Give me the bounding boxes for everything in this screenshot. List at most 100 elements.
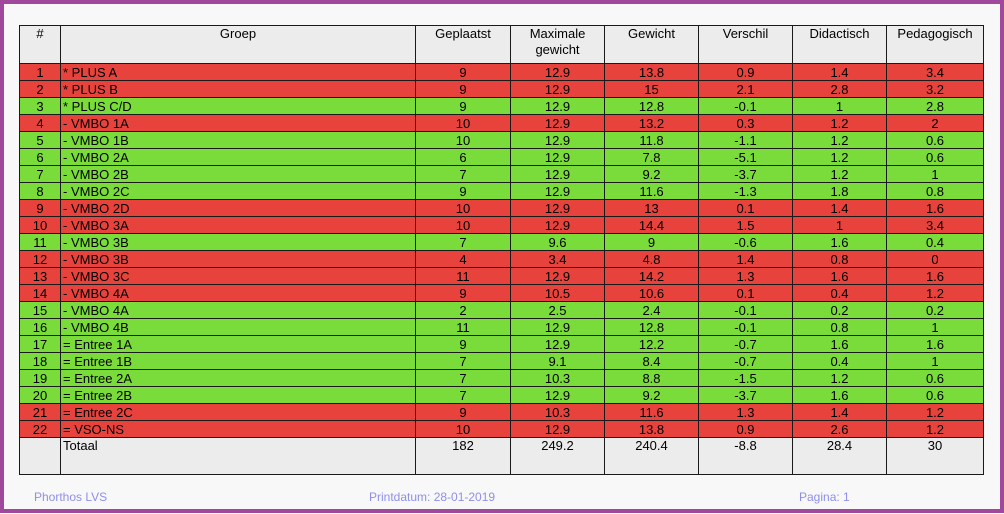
table-row: 4- VMBO 1A 10 12.9 13.2 0.3 1.2 2	[19, 114, 984, 132]
col-header-pedagogisch: Pedagogisch	[886, 25, 984, 64]
value-cell: 1	[792, 216, 887, 234]
value-cell: 0.1	[698, 284, 793, 302]
group-cell: - VMBO 4A	[60, 284, 416, 302]
group-cell: - VMBO 1B	[60, 131, 416, 149]
value-cell: 11.8	[604, 131, 699, 149]
value-cell: -5.1	[698, 148, 793, 166]
group-cell: - VMBO 3A	[60, 216, 416, 234]
group-cell: - VMBO 2A	[60, 148, 416, 166]
value-cell: -0.6	[698, 233, 793, 251]
table-footer: Totaal 182 249.2 240.4 -8.8 28.4 30	[19, 437, 984, 475]
row-number-cell: 10	[19, 216, 61, 234]
value-cell: 1.3	[698, 403, 793, 421]
value-cell: 0.2	[886, 301, 984, 319]
row-number-cell: 19	[19, 369, 61, 387]
table-row: 7- VMBO 2B 7 12.9 9.2 -3.7 1.2 1	[19, 165, 984, 183]
value-cell: 9.6	[510, 233, 605, 251]
value-cell: 1	[886, 318, 984, 336]
value-cell: 3.4	[510, 250, 605, 268]
value-cell: 13.8	[604, 420, 699, 438]
group-cell: * PLUS C/D	[60, 97, 416, 115]
value-cell: 9	[604, 233, 699, 251]
value-cell: 9	[415, 284, 511, 302]
table-row: 22 = VSO-NS 10 12.9 13.8 0.9 2.6 1.2	[19, 420, 984, 438]
value-cell: 15	[604, 80, 699, 98]
value-cell: 14.4	[604, 216, 699, 234]
value-cell: 12.9	[510, 148, 605, 166]
value-cell: 12.9	[510, 386, 605, 404]
value-cell: 2.4	[604, 301, 699, 319]
value-cell: 1.5	[698, 216, 793, 234]
total-value-cell: 249.2	[510, 437, 605, 475]
value-cell: 0.1	[698, 199, 793, 217]
value-cell: 2.5	[510, 301, 605, 319]
value-cell: 4	[415, 250, 511, 268]
total-value-cell: 182	[415, 437, 511, 475]
row-number-cell: 1	[19, 63, 61, 81]
group-cell: - VMBO 3B	[60, 233, 416, 251]
table-row: 18 = Entree 1B 7 9.1 8.4 -0.7 0.4 1	[19, 352, 984, 370]
value-cell: 9	[415, 335, 511, 353]
value-cell: 1.8	[792, 182, 887, 200]
value-cell: 1.2	[792, 165, 887, 183]
value-cell: 1.2	[886, 403, 984, 421]
value-cell: 12.9	[510, 165, 605, 183]
row-number-cell: 17	[19, 335, 61, 353]
value-cell: 9.2	[604, 386, 699, 404]
table-row: 5- VMBO 1B 10 12.9 11.8 -1.1 1.2 0.6	[19, 131, 984, 149]
value-cell: 10	[415, 216, 511, 234]
value-cell: -3.7	[698, 165, 793, 183]
value-cell: 11	[415, 318, 511, 336]
value-cell: 0.9	[698, 63, 793, 81]
table-row: 1 * PLUS A 9 12.9 13.8 0.9 1.4 3.4	[19, 63, 984, 81]
value-cell: 0.8	[792, 318, 887, 336]
row-number-cell: 8	[19, 182, 61, 200]
total-value-cell: -8.8	[698, 437, 793, 475]
table-row: 20 = Entree 2B 7 12.9 9.2 -3.7 1.6 0.6	[19, 386, 984, 404]
row-number-cell: 18	[19, 352, 61, 370]
value-cell: 7	[415, 165, 511, 183]
total-row: Totaal 182 249.2 240.4 -8.8 28.4 30	[19, 437, 984, 475]
table-row: 13- VMBO 3C 11 12.9 14.2 1.3 1.6 1.6	[19, 267, 984, 285]
total-num-cell	[19, 437, 61, 475]
value-cell: 0.8	[886, 182, 984, 200]
value-cell: 0.2	[792, 301, 887, 319]
value-cell: 2	[886, 114, 984, 132]
value-cell: 7	[415, 233, 511, 251]
value-cell: 9	[415, 63, 511, 81]
value-cell: 11	[415, 267, 511, 285]
value-cell: 1.6	[886, 335, 984, 353]
value-cell: 10	[415, 131, 511, 149]
table-row: 16- VMBO 4B 11 12.9 12.8 -0.1 0.8 1	[19, 318, 984, 336]
table-row: 12- VMBO 3B 4 3.4 4.8 1.4 0.8 0	[19, 250, 984, 268]
group-cell: - VMBO 3B	[60, 250, 416, 268]
table-row: 11- VMBO 3B 7 9.6 9 -0.6 1.6 0.4	[19, 233, 984, 251]
value-cell: 1.2	[886, 284, 984, 302]
value-cell: 0.3	[698, 114, 793, 132]
table-row: 2 * PLUS B 9 12.9 15 2.1 2.8 3.2	[19, 80, 984, 98]
value-cell: 1.3	[698, 267, 793, 285]
value-cell: 6	[415, 148, 511, 166]
col-header-num: #	[19, 25, 61, 64]
value-cell: 9.1	[510, 352, 605, 370]
value-cell: 0	[886, 250, 984, 268]
col-header-groep: Groep	[60, 25, 416, 64]
value-cell: 9.2	[604, 165, 699, 183]
value-cell: 4.8	[604, 250, 699, 268]
value-cell: -3.7	[698, 386, 793, 404]
value-cell: 10	[415, 420, 511, 438]
value-cell: 0.6	[886, 131, 984, 149]
value-cell: 0.6	[886, 386, 984, 404]
table-body: 1 * PLUS A 9 12.9 13.8 0.9 1.4 3.4 2 * PLUS B 9 12.…	[19, 63, 984, 438]
value-cell: 12.9	[510, 80, 605, 98]
header-row: # Groep Geplaatst Maximale gewicht Gewic…	[19, 25, 984, 64]
row-number-cell: 4	[19, 114, 61, 132]
group-cell: = Entree 2B	[60, 386, 416, 404]
value-cell: 7	[415, 352, 511, 370]
table-row: 14- VMBO 4A 9 10.5 10.6 0.1 0.4 1.2	[19, 284, 984, 302]
value-cell: 10	[415, 114, 511, 132]
value-cell: 1	[886, 165, 984, 183]
value-cell: 2	[415, 301, 511, 319]
value-cell: 1.4	[792, 199, 887, 217]
